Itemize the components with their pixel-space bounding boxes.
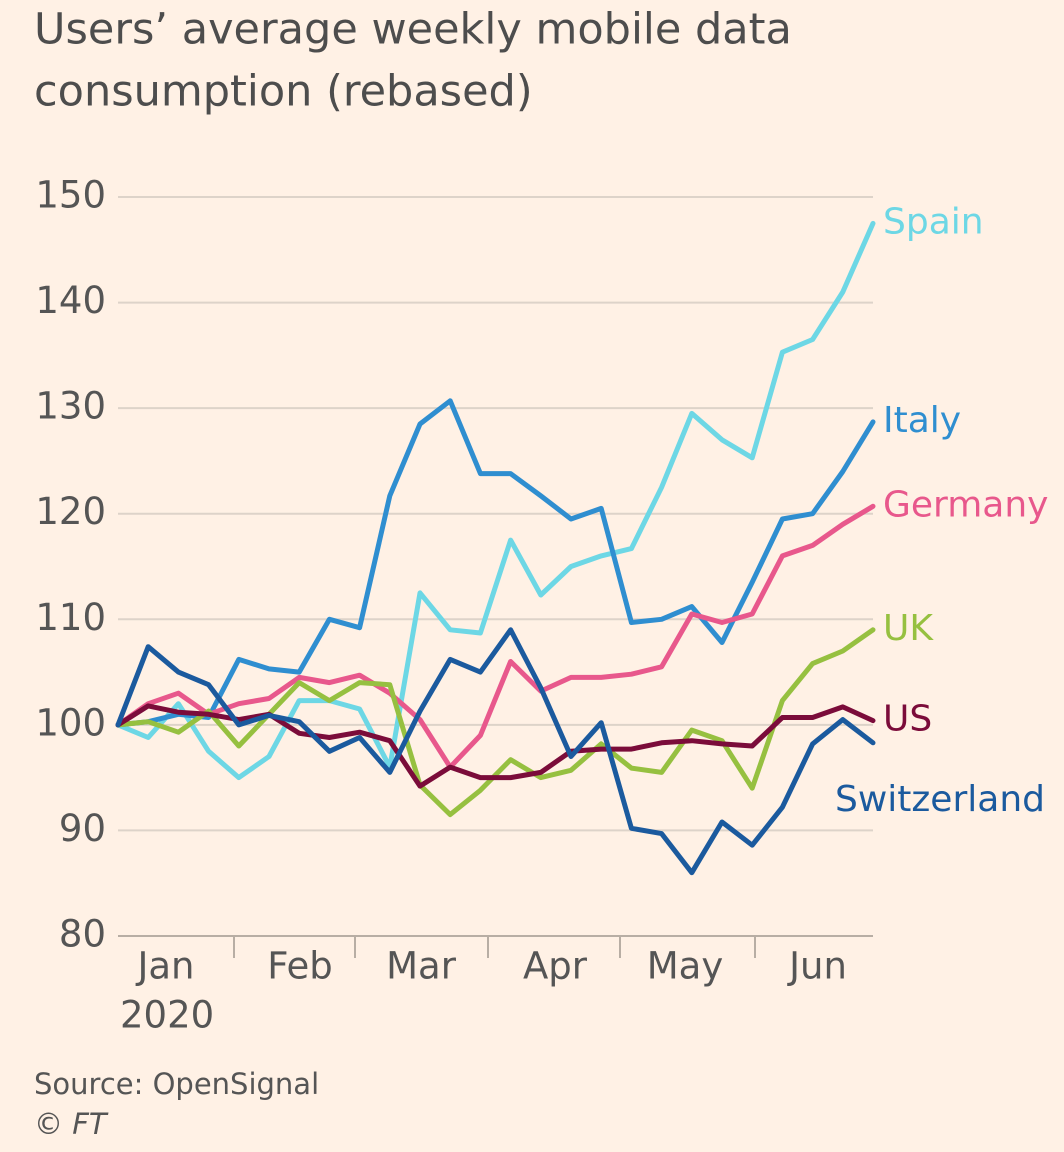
- credit: © FT: [34, 1107, 109, 1141]
- line-series: [115, 627, 876, 876]
- x-tick-label: Jun: [787, 945, 847, 988]
- x-tick-label: May: [647, 945, 724, 988]
- series-label: UK: [883, 608, 934, 649]
- series-label: Spain: [883, 201, 984, 242]
- x-tick-label: Feb: [267, 945, 333, 988]
- x-tick-label: Jan: [135, 945, 194, 988]
- series-label: Switzerland: [835, 779, 1045, 820]
- y-tick-label: 80: [59, 913, 106, 956]
- line-series: [115, 398, 876, 728]
- chart-title: consumption (rebased): [34, 67, 533, 117]
- x-axis-year: 2020: [120, 994, 214, 1037]
- series-label: Italy: [883, 400, 961, 441]
- chart-title: Users’ average weekly mobile data: [34, 5, 792, 55]
- y-tick-label: 120: [35, 490, 106, 533]
- line-series: [115, 503, 876, 770]
- source: Source: OpenSignal: [34, 1067, 319, 1101]
- series-label: US: [883, 699, 932, 740]
- y-tick-label: 150: [35, 174, 106, 217]
- series-label: Germany: [883, 484, 1048, 525]
- x-tick-label: Mar: [386, 945, 457, 988]
- y-tick-label: 130: [35, 385, 106, 428]
- y-tick-label: 100: [35, 701, 106, 744]
- y-tick-label: 110: [35, 596, 106, 639]
- x-tick-label: Apr: [523, 945, 588, 988]
- line-series: [115, 627, 876, 818]
- line-series: [115, 220, 876, 781]
- line-series: [115, 703, 876, 789]
- y-tick-label: 140: [35, 279, 106, 322]
- y-tick-label: 90: [59, 807, 106, 850]
